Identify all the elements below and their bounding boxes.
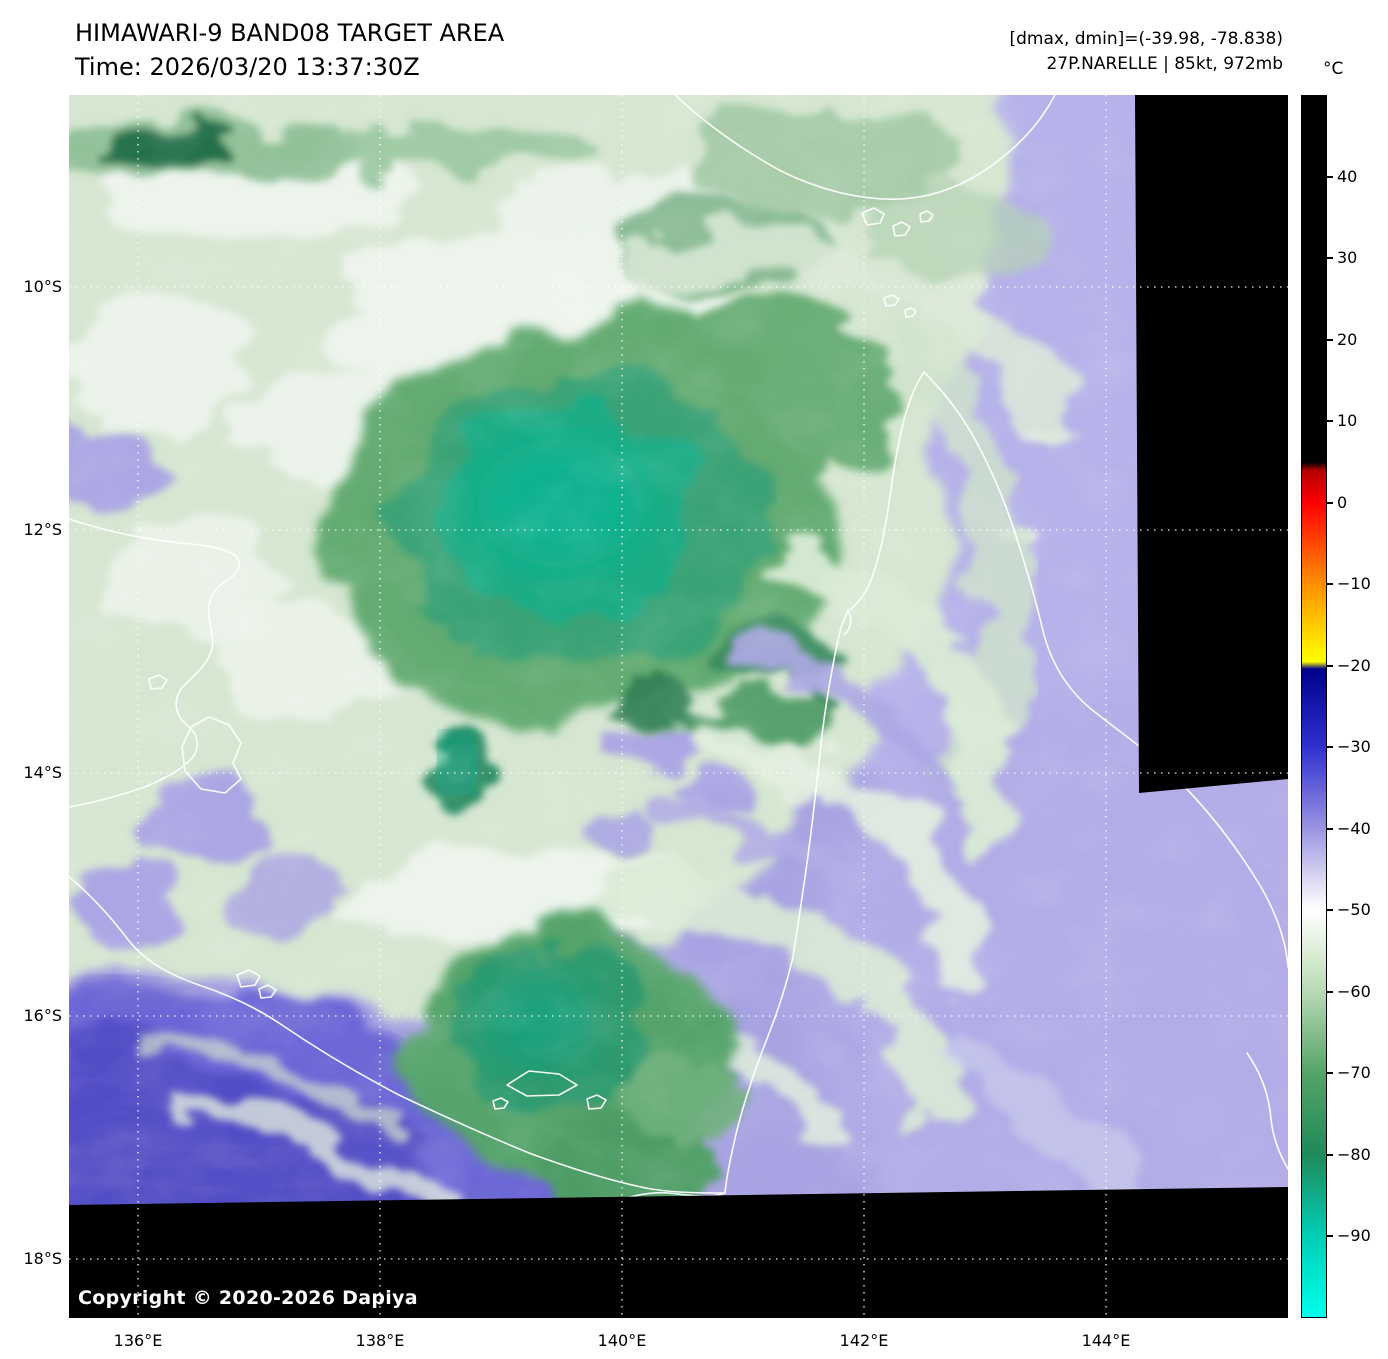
colorbar-tick-label: −80 bbox=[1337, 1144, 1371, 1164]
colorbar-tick-label: −70 bbox=[1337, 1063, 1371, 1083]
lon-tick-label: 144°E bbox=[1081, 1331, 1131, 1350]
island bbox=[904, 307, 917, 318]
lat-tick-label: 18°S bbox=[23, 1249, 62, 1268]
coastline-weipa bbox=[843, 610, 852, 636]
colorbar-tick-label: −90 bbox=[1337, 1226, 1371, 1246]
no-data-mask bbox=[69, 95, 1288, 1318]
colorbar-tick-label: 40 bbox=[1337, 166, 1358, 186]
colorbar-tick-mark bbox=[1327, 909, 1333, 912]
island bbox=[892, 221, 911, 237]
colorbar-unit: °C bbox=[1323, 59, 1344, 79]
lon-tick-label: 142°E bbox=[839, 1331, 889, 1350]
lat-tick-label: 12°S bbox=[23, 520, 62, 539]
colorbar-tick-mark bbox=[1327, 664, 1333, 667]
lon-tick-label: 138°E bbox=[355, 1331, 405, 1350]
colorbar-tick-mark bbox=[1327, 990, 1333, 993]
colorbar-tick-mark bbox=[1327, 583, 1333, 586]
island bbox=[861, 207, 885, 226]
colorbar-tick-mark bbox=[1327, 827, 1333, 830]
page-title: HIMAWARI-9 BAND08 TARGET AREA bbox=[75, 19, 505, 47]
colorbar-tick-label: 30 bbox=[1337, 248, 1358, 268]
coastline-cape-york-west bbox=[598, 371, 925, 1208]
dmax-dmin-readout: [dmax, dmin]=(-39.98, -78.838) bbox=[1009, 29, 1284, 49]
island bbox=[919, 210, 934, 223]
colorbar-tick-mark bbox=[1327, 338, 1333, 341]
island-mornington bbox=[506, 1070, 578, 1097]
timestamp: Time: 2026/03/20 13:37:30Z bbox=[75, 53, 420, 81]
island bbox=[236, 969, 261, 988]
copyright-text: Copyright © 2020-2026 Dapiya bbox=[78, 1287, 418, 1309]
colorbar-tick-mark bbox=[1327, 1235, 1333, 1238]
island bbox=[148, 674, 168, 690]
colorbar-tick-mark bbox=[1327, 175, 1333, 178]
satellite-map: Copyright © 2020-2026 Dapiya bbox=[69, 95, 1288, 1318]
storm-info: 27P.NARELLE | 85kt, 972mb bbox=[1046, 54, 1283, 74]
coastlines bbox=[69, 95, 1288, 1208]
gridlines bbox=[69, 95, 1288, 1318]
island bbox=[492, 1097, 509, 1110]
colorbar-tick-mark bbox=[1327, 1072, 1333, 1075]
coastline-arnhem bbox=[69, 518, 241, 808]
island-groote bbox=[181, 716, 242, 794]
coastline-qld-east bbox=[1246, 1052, 1288, 1170]
island bbox=[258, 984, 277, 999]
island bbox=[586, 1094, 607, 1110]
colorbar-tick-label: 0 bbox=[1337, 492, 1348, 512]
colorbar-tick-label: 20 bbox=[1337, 329, 1358, 349]
colorbar bbox=[1301, 95, 1327, 1318]
cloud-layer bbox=[69, 95, 1288, 1318]
colorbar-tick-mark bbox=[1327, 1153, 1333, 1156]
colorbar-tick-label: −60 bbox=[1337, 981, 1371, 1001]
lat-tick-label: 10°S bbox=[23, 277, 62, 296]
island bbox=[883, 294, 900, 307]
colorbar-tick-mark bbox=[1327, 420, 1333, 423]
colorbar-tick-mark bbox=[1327, 746, 1333, 749]
header-readouts: [dmax, dmin]=(-39.98, -78.838) 27P.NAREL… bbox=[1010, 27, 1284, 77]
lat-tick-label: 16°S bbox=[23, 1006, 62, 1025]
coastline-cape-york-east bbox=[923, 371, 1288, 968]
lon-tick-label: 140°E bbox=[597, 1331, 647, 1350]
colorbar-tick-label: −30 bbox=[1337, 737, 1371, 757]
colorbar-tick-mark bbox=[1327, 257, 1333, 260]
colorbar-tick-label: −20 bbox=[1337, 655, 1371, 675]
colorbar-tick-label: 10 bbox=[1337, 411, 1358, 431]
satellite-image bbox=[69, 95, 1288, 1318]
coastline-gulf-south bbox=[69, 876, 726, 1194]
colorbar-tick-label: −50 bbox=[1337, 900, 1371, 920]
coastline-png bbox=[674, 95, 1056, 201]
colorbar-tick-mark bbox=[1327, 501, 1333, 504]
lat-tick-label: 14°S bbox=[23, 763, 62, 782]
colorbar-tick-label: −10 bbox=[1337, 574, 1371, 594]
lon-tick-label: 136°E bbox=[113, 1331, 163, 1350]
colorbar-tick-label: −40 bbox=[1337, 818, 1371, 838]
